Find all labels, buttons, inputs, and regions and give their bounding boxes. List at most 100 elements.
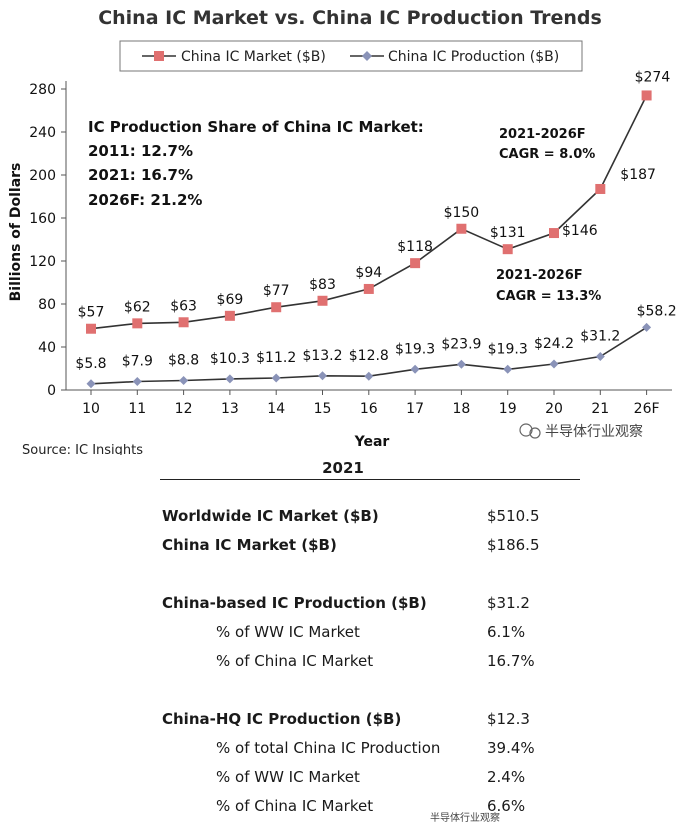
- table-row: China-based IC Production ($B) $31.2: [0, 594, 686, 616]
- table-row-value: $186.5: [487, 536, 540, 554]
- table-row-value: $510.5: [487, 507, 540, 525]
- production-data-label: $19.3: [488, 341, 528, 357]
- share-line-2026f: 2026F: 21.2%: [88, 191, 202, 209]
- table-row: Worldwide IC Market ($B) $510.5: [0, 507, 686, 529]
- market-data-label: $63: [170, 298, 197, 314]
- market-data-label: $187: [620, 167, 656, 183]
- table-row-label: China-based IC Production ($B): [162, 594, 427, 612]
- axes: [61, 81, 672, 395]
- table-row: % of China IC Market 16.7%: [0, 652, 686, 674]
- watermark-text: 半导体行业观察: [545, 423, 643, 440]
- x-tick-label: 17: [406, 401, 424, 417]
- production-data-label: $8.8: [168, 353, 199, 369]
- production-point: [456, 359, 466, 369]
- table-row-value: 6.6%: [487, 797, 526, 815]
- production-point: [225, 374, 235, 384]
- market-data-label: $69: [217, 292, 244, 308]
- production-point: [318, 371, 327, 381]
- table-row-value: $31.2: [487, 594, 530, 612]
- table-row: China IC Market ($B) $186.5: [0, 536, 686, 558]
- table-row-value: $12.3: [487, 710, 530, 728]
- y-tick-label: 200: [29, 168, 56, 184]
- y-tick-label: 0: [47, 383, 56, 399]
- line-chart: China IC Market vs. China IC Production …: [8, 7, 677, 455]
- production-cagr-period: 2021-2026F: [496, 268, 583, 283]
- production-data-label: $12.8: [349, 348, 389, 364]
- market-data-label: $77: [263, 283, 290, 299]
- share-line-2021: 2021: 16.7%: [88, 166, 193, 184]
- table-row-label: % of China IC Market: [216, 797, 374, 815]
- data-labels: $57 $62 $63 $69 $77 $83 $94 $118 $150 $131 $146 $18…: [75, 69, 676, 371]
- legend-production-label: China IC Production ($B): [388, 49, 559, 65]
- production-cagr-value: CAGR = 13.3%: [496, 289, 601, 304]
- market-data-label: $62: [124, 299, 151, 315]
- production-data-label: $58.2: [637, 303, 677, 319]
- market-point: [410, 258, 421, 269]
- table-row-label: % of WW IC Market: [216, 623, 360, 641]
- watermark: 半导体行业观察: [519, 423, 643, 440]
- table-row-value: 39.4%: [487, 739, 535, 757]
- table-row: % of WW IC Market 2.4%: [0, 768, 686, 790]
- production-point: [132, 377, 142, 387]
- market-data-label: $94: [355, 265, 382, 281]
- market-point: [86, 323, 96, 334]
- market-data-label: $118: [397, 239, 433, 255]
- legend: China IC Market ($B) China IC Production…: [119, 40, 583, 72]
- production-data-label: $31.2: [580, 328, 620, 344]
- market-point: [178, 317, 189, 328]
- market-cagr-annotation: 2021-2026F CAGR = 8.0%: [499, 127, 595, 162]
- production-point: [179, 376, 189, 386]
- source-note: Source: IC Insights: [22, 443, 143, 455]
- y-tick-label: 40: [38, 340, 56, 356]
- market-point: [502, 244, 513, 255]
- table-row: China-HQ IC Production ($B) $12.3: [0, 710, 686, 732]
- table-header: 2021: [322, 459, 364, 477]
- production-point: [642, 322, 652, 332]
- table-row-label: Worldwide IC Market ($B): [162, 507, 379, 525]
- share-title: IC Production Share of China IC Market:: [88, 118, 424, 136]
- market-data-label: $131: [490, 225, 526, 241]
- table-row: % of WW IC Market 6.1%: [0, 623, 686, 645]
- legend-market-label: China IC Market ($B): [181, 49, 326, 65]
- table-row-label: % of total China IC Production: [216, 739, 441, 757]
- y-tick-label: 240: [29, 125, 56, 141]
- production-data-label: $7.9: [122, 354, 153, 370]
- market-cagr-period: 2021-2026F: [499, 127, 586, 142]
- watermark-bottom: 半导体行业观察: [430, 813, 500, 824]
- production-data-label: $11.2: [256, 350, 296, 366]
- market-point: [132, 318, 143, 329]
- table-row-label: China-HQ IC Production ($B): [162, 710, 402, 728]
- x-tick-label: 10: [82, 401, 100, 417]
- production-data-label: $19.3: [395, 341, 435, 357]
- production-data-label: $13.2: [302, 348, 342, 364]
- market-data-label: $274: [635, 69, 671, 85]
- production-data-label: $24.2: [534, 336, 574, 352]
- y-tick-label: 280: [29, 82, 56, 98]
- x-tick-label: 21: [591, 401, 609, 417]
- market-point: [595, 183, 606, 194]
- x-tick-label: 13: [221, 401, 239, 417]
- table-row-label: % of WW IC Market: [216, 768, 360, 786]
- table-row-value: 2.4%: [487, 768, 526, 786]
- series-markers: [86, 90, 652, 389]
- y-tick-label: 160: [29, 211, 56, 227]
- market-point: [641, 90, 652, 101]
- share-annotation: IC Production Share of China IC Market: …: [88, 118, 424, 209]
- market-data-label: $146: [562, 223, 598, 239]
- market-point: [271, 302, 282, 313]
- x-tick-label: 20: [545, 401, 563, 417]
- x-tick-label: 12: [175, 401, 193, 417]
- market-point: [549, 228, 559, 239]
- production-point: [86, 379, 96, 389]
- share-line-2011: 2011: 12.7%: [88, 142, 193, 160]
- x-tick-label: 14: [267, 401, 285, 417]
- production-point: [364, 371, 374, 381]
- table-row-value: 16.7%: [487, 652, 535, 670]
- x-axis-title: Year: [354, 434, 390, 450]
- production-data-label: $5.8: [75, 356, 106, 372]
- x-tick-label: 15: [314, 401, 332, 417]
- table-row: % of China IC Market 6.6%: [0, 797, 686, 819]
- market-data-label: $57: [78, 305, 105, 321]
- market-data-label: $83: [309, 277, 336, 293]
- y-axis-title: Billions of Dollars: [8, 163, 24, 302]
